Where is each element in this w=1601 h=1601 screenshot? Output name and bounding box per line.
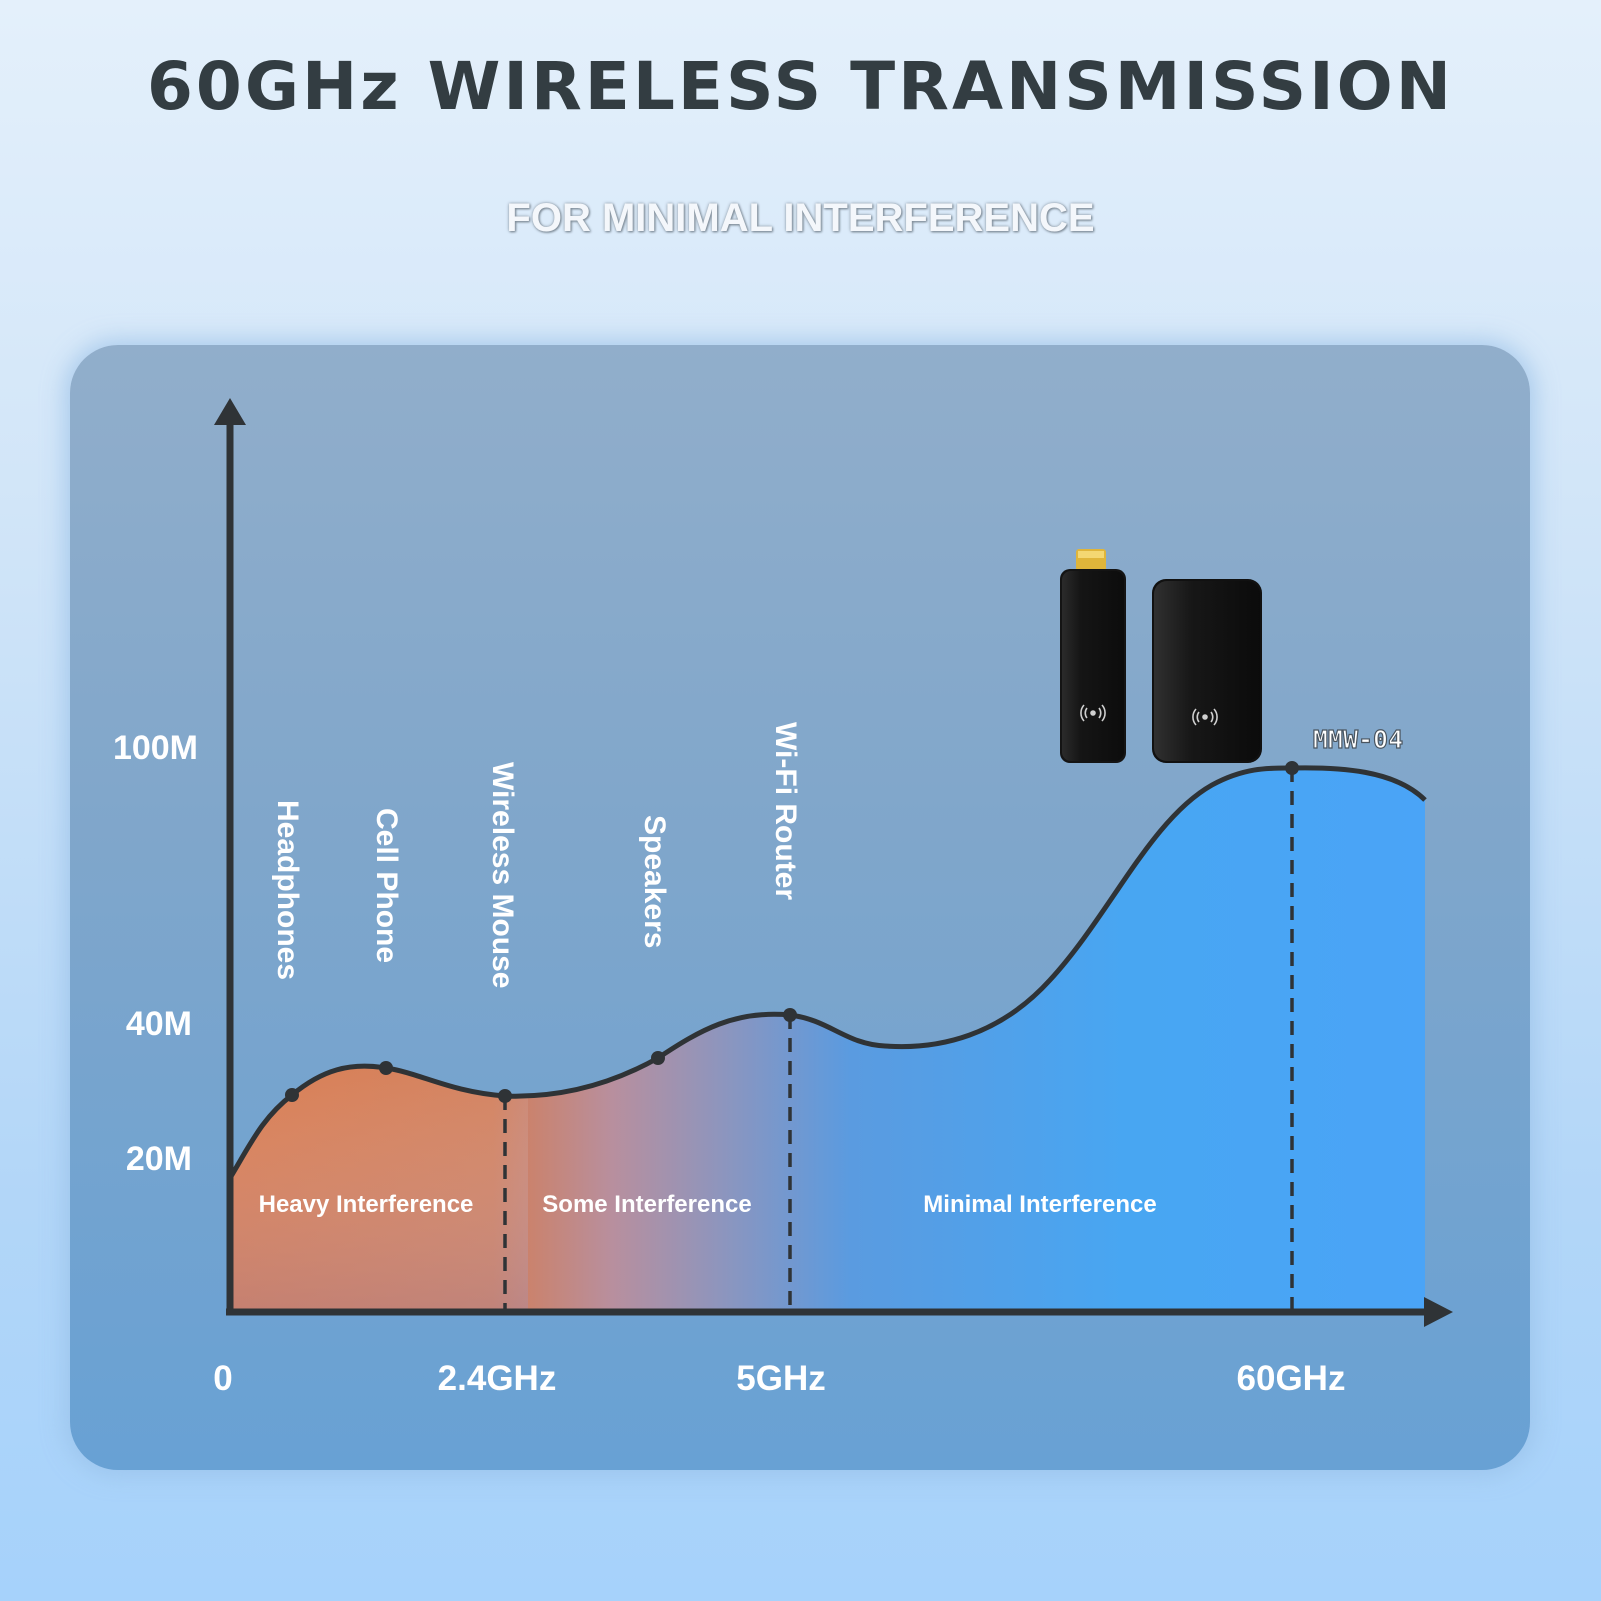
y-axis-arrow-icon (214, 398, 246, 425)
device-point (379, 1061, 393, 1075)
device-label: Headphones (271, 800, 304, 980)
x-axis-arrow-icon (1424, 1297, 1453, 1327)
device-point (498, 1089, 512, 1103)
device-label: Wi-Fi Router (769, 722, 802, 900)
x-tick-label: 60GHz (1237, 1359, 1346, 1398)
y-tick-label: 20M (126, 1140, 192, 1178)
device-label: Cell Phone (370, 808, 403, 963)
product-model-label: MMW-04 (1313, 725, 1403, 754)
receiver-device (1152, 579, 1262, 763)
y-tick-label: 40M (126, 1005, 192, 1043)
x-tick-label: 0 (213, 1359, 232, 1398)
device-point (285, 1088, 299, 1102)
x-tick-label: 5GHz (736, 1359, 825, 1398)
page-subtitle: FOR MINIMAL INTERFERENCE (506, 196, 1095, 240)
device-label: Speakers (638, 815, 671, 948)
page-title: 60GHz WIRELESS TRANSMISSION (146, 48, 1455, 125)
interference-curve (227, 765, 1427, 1180)
interference-area (230, 767, 1425, 1312)
zone-label-some: Some Interference (542, 1191, 751, 1218)
wifi-signal-icon (1192, 708, 1218, 726)
zone-label-minimal: Minimal Interference (923, 1191, 1156, 1218)
device-point (1285, 761, 1299, 775)
transmitter-device (1060, 549, 1126, 763)
device-point (783, 1008, 797, 1022)
y-tick-label: 100M (113, 729, 198, 767)
wifi-signal-icon (1080, 704, 1106, 722)
x-tick-label: 2.4GHz (438, 1359, 557, 1398)
device-label: Wireless Mouse (486, 762, 519, 988)
interference-area-shade (230, 1066, 528, 1312)
zone-label-heavy: Heavy Interference (259, 1191, 474, 1218)
device-point (651, 1051, 665, 1065)
